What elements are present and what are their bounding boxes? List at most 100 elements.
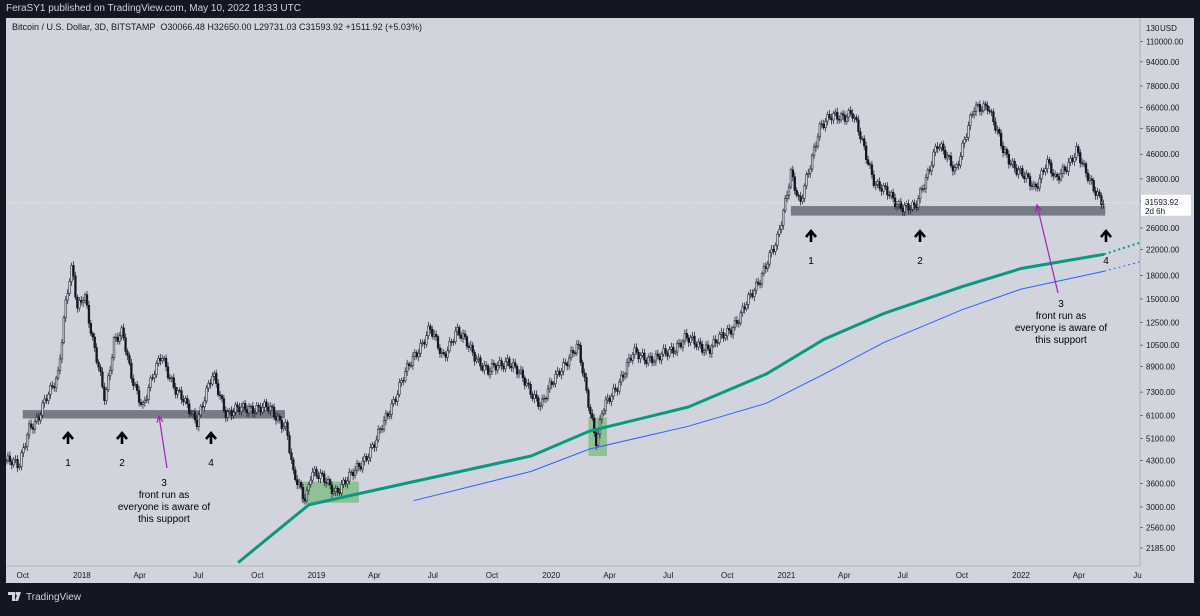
candle-body	[161, 358, 164, 361]
candle-body	[182, 399, 185, 403]
candle-body	[54, 377, 58, 389]
time-tick-label: Oct	[486, 571, 499, 580]
candle-body	[469, 344, 472, 348]
candle-body	[425, 335, 428, 345]
candle-body	[1044, 168, 1047, 173]
candle-body	[288, 435, 291, 453]
time-tick-label: Jul	[428, 571, 438, 580]
candle-body	[969, 114, 972, 126]
candle-body	[62, 317, 66, 343]
front-run-arrow-right	[1036, 204, 1059, 294]
candle-body	[76, 296, 79, 309]
candle-body	[255, 405, 258, 413]
candle-body	[56, 370, 60, 379]
candle-body	[1055, 173, 1059, 177]
candle-body	[591, 413, 594, 419]
chart-area[interactable]: 1 2 4 1 2 4 3 front run as everyone is aware of t…	[6, 18, 1194, 583]
candle-body	[1082, 163, 1086, 165]
candle-body	[1077, 146, 1080, 153]
candle-body	[120, 327, 123, 336]
time-tick-label: Apr	[133, 571, 146, 580]
candle-body	[330, 484, 334, 494]
candle-body	[442, 352, 445, 354]
support-label-right-4: 4	[1103, 256, 1109, 267]
candle-body	[359, 466, 363, 470]
candle-body	[706, 344, 710, 350]
candle-body	[141, 402, 145, 405]
candle-body	[380, 428, 384, 430]
candle-body	[814, 145, 818, 148]
candle-body	[608, 397, 611, 402]
support-label-left-4: 4	[208, 458, 214, 469]
candle-body	[618, 381, 621, 392]
candle-body	[826, 114, 829, 122]
candle-body	[27, 423, 31, 436]
candle-body	[43, 398, 46, 404]
candle-body	[828, 114, 831, 119]
candle-body	[454, 330, 457, 343]
candle-body	[957, 164, 960, 166]
candle-body	[562, 362, 565, 372]
candle-body	[180, 390, 183, 400]
support-arrow-right-1	[805, 228, 817, 242]
candle-body	[95, 347, 98, 363]
front-run-note-right-number: 3	[1058, 299, 1064, 310]
candle-body	[218, 394, 222, 397]
candle-body	[118, 335, 121, 342]
candle-body	[911, 202, 914, 210]
support-arrow-right-2	[914, 228, 926, 242]
candle-body	[249, 405, 253, 408]
candle-body	[272, 406, 276, 418]
candle-body	[51, 385, 54, 387]
candle-body	[78, 300, 81, 309]
time-axis[interactable]: Oct 2018 Apr Jul Oct 2019 Apr Jul Oct 2020 Apr Jul O…	[6, 565, 1194, 583]
candle-body	[68, 281, 71, 294]
candle-body	[1075, 146, 1078, 158]
candle-body	[245, 409, 249, 414]
footer-bar: TradingView	[0, 585, 1200, 607]
candle-body	[751, 293, 754, 298]
time-tick-label: Jul	[663, 571, 673, 580]
candle-body	[593, 418, 596, 434]
candle-body	[785, 195, 789, 199]
candle-body	[413, 352, 417, 357]
candle-body	[459, 334, 463, 339]
candle-body	[749, 293, 752, 295]
price-tick-label: 56000.00	[1146, 125, 1180, 134]
candle-body	[718, 333, 721, 343]
candle-body	[1050, 162, 1053, 174]
support-zone-2	[790, 206, 1106, 216]
moving-averages	[6, 202, 1141, 564]
candle-body	[338, 491, 341, 494]
candle-body	[20, 452, 23, 467]
candle-body	[980, 110, 984, 112]
candle-body	[251, 405, 255, 414]
front-run-note-left-number: 3	[161, 478, 167, 489]
candle-body	[820, 123, 823, 125]
candle-body	[726, 328, 729, 337]
candle-body	[839, 113, 843, 121]
candle-body	[733, 320, 737, 328]
price-axis[interactable]: 130 USD 110000.00 94000.00 78000.00 66000.00 5…	[1139, 18, 1194, 583]
candle-body	[1023, 175, 1026, 179]
candle-body	[872, 174, 876, 186]
candle-body	[782, 210, 785, 226]
candle-body	[178, 390, 181, 392]
candle-body	[257, 405, 260, 408]
candle-body	[305, 489, 309, 502]
candle-body	[309, 479, 312, 485]
front-run-arrow-left	[158, 415, 168, 469]
candle-body	[868, 163, 872, 166]
candle-body	[473, 352, 476, 362]
candle-body	[99, 366, 102, 373]
candle-body	[529, 383, 532, 395]
candle-body	[550, 381, 553, 385]
candle-body	[220, 395, 224, 399]
candle-body	[417, 353, 420, 358]
candle-body	[672, 346, 675, 354]
support-arrow-left-2	[116, 430, 128, 444]
time-tick-label: 2020	[542, 571, 560, 580]
candle-body	[155, 363, 158, 376]
candle-body	[510, 366, 513, 369]
